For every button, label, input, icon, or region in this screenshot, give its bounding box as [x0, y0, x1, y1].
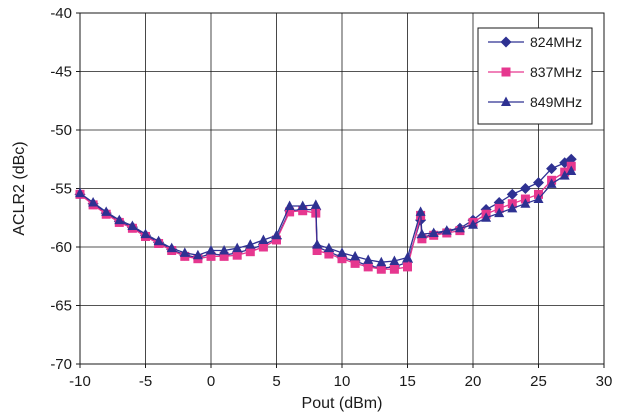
data-point	[166, 242, 177, 253]
data-point	[323, 242, 334, 253]
data-point	[519, 183, 531, 194]
x-tick-label: 20	[465, 373, 482, 390]
data-point	[75, 187, 85, 198]
y-axis-ticks: -70 -65 -60 -55 -50 -45 -40	[50, 5, 80, 373]
data-point	[219, 245, 230, 255]
data-point	[324, 249, 334, 259]
data-point	[533, 177, 544, 189]
data-point	[206, 245, 216, 255]
data-point	[376, 264, 386, 274]
data-point	[297, 200, 308, 211]
legend-swatch-marker	[500, 36, 512, 48]
data-point	[310, 199, 321, 209]
data-point	[245, 239, 256, 249]
data-point	[192, 249, 203, 260]
x-tick-label: 30	[596, 373, 613, 390]
series-837MHz	[75, 161, 576, 274]
data-point	[312, 239, 323, 249]
series-layer	[74, 153, 577, 274]
data-point	[546, 178, 557, 188]
y-tick-label: -40	[50, 5, 72, 22]
legend-label: 824MHz	[530, 34, 582, 50]
data-point	[127, 220, 138, 230]
data-point	[232, 250, 242, 260]
x-tick-label: 5	[272, 373, 280, 390]
y-axis-label: ACLR2 (dBc)	[11, 141, 28, 235]
data-point	[140, 228, 151, 239]
data-point	[494, 207, 505, 218]
data-point	[441, 225, 452, 235]
x-tick-label: 15	[399, 373, 416, 390]
y-tick-label: -70	[50, 356, 72, 373]
data-point	[312, 246, 322, 256]
data-point	[337, 247, 347, 257]
y-tick-label: -55	[50, 181, 72, 198]
legend-swatch-marker	[501, 67, 511, 77]
data-point	[402, 252, 413, 262]
data-point	[507, 202, 518, 213]
data-point	[363, 254, 374, 264]
series-849MHz	[75, 165, 577, 267]
data-point	[114, 214, 125, 225]
data-point	[520, 198, 531, 208]
y-tick-label: -65	[50, 298, 72, 315]
data-point	[284, 200, 295, 211]
data-point	[350, 250, 361, 261]
data-point	[415, 206, 426, 216]
chart-legend: 824MHz 837MHz 849MHz	[477, 27, 593, 125]
data-point	[481, 212, 492, 222]
data-point	[88, 197, 99, 207]
legend-item-849MHz: 849MHz	[488, 94, 582, 110]
legend-swatch-marker	[501, 96, 511, 106]
y-tick-label: -60	[50, 239, 72, 256]
legend-label: 849MHz	[530, 94, 582, 110]
data-point	[206, 251, 216, 261]
data-point	[389, 255, 400, 266]
legend-item-824MHz: 824MHz	[488, 34, 582, 50]
y-tick-label: -45	[50, 64, 72, 81]
data-point	[566, 165, 577, 175]
x-tick-label: -10	[69, 373, 91, 390]
data-point	[403, 262, 412, 272]
data-point	[258, 242, 268, 252]
x-tick-label: 25	[530, 373, 547, 390]
data-point	[376, 256, 387, 267]
y-tick-label: -50	[50, 122, 72, 139]
data-point	[101, 206, 112, 216]
data-point	[416, 228, 427, 239]
data-point	[298, 206, 308, 216]
data-point	[337, 254, 347, 264]
x-tick-label: 0	[207, 373, 215, 390]
x-tick-label: 10	[334, 373, 351, 390]
legend-item-837MHz: 837MHz	[488, 64, 582, 80]
data-point	[506, 188, 518, 200]
data-point	[546, 163, 558, 175]
data-point	[179, 247, 190, 257]
data-point	[454, 222, 465, 233]
data-point	[350, 258, 360, 268]
data-point	[428, 227, 439, 237]
data-point	[533, 193, 544, 204]
data-point	[363, 262, 373, 272]
x-axis-label: Pout (dBm)	[302, 395, 383, 412]
legend-label: 837MHz	[530, 64, 582, 80]
data-point	[258, 234, 269, 244]
data-point	[468, 219, 478, 229]
data-point	[271, 229, 282, 240]
x-tick-label: -5	[139, 373, 152, 390]
data-point	[153, 235, 164, 246]
data-point	[245, 247, 255, 257]
data-point	[389, 264, 399, 274]
data-point	[272, 235, 281, 245]
data-point	[285, 207, 295, 217]
data-point	[232, 242, 243, 253]
data-point	[417, 234, 427, 244]
data-point	[559, 170, 570, 180]
legend-box	[477, 27, 593, 125]
data-point	[219, 251, 229, 261]
x-axis-ticks: -10 -5 0 5 10 15 20 25 30	[69, 364, 612, 390]
